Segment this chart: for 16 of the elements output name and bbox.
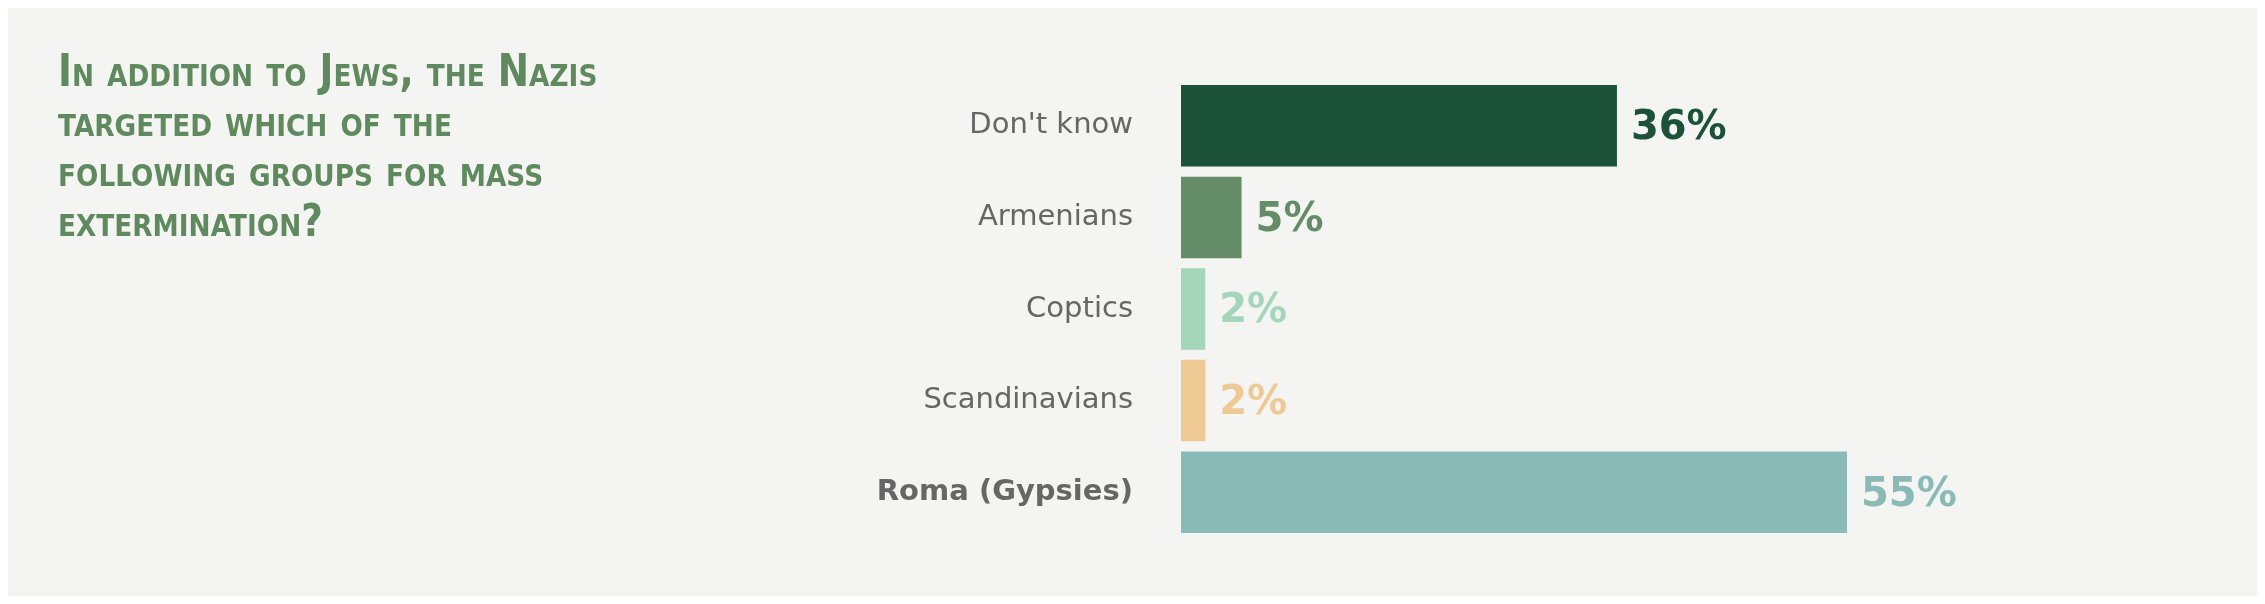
y-tick-label: Coptics [1026, 289, 1133, 324]
data-label: 2% [1219, 376, 1288, 423]
data-label: 2% [1219, 285, 1288, 332]
text: In addition to Jews, the Nazis targeted which of the following groups for mass extermination? [58, 45, 599, 246]
bar [1181, 451, 1847, 533]
y-tick-label: Roma (Gypsies) [876, 472, 1133, 507]
data-label: 5% [1255, 193, 1324, 240]
y-tick-label: Don't know [969, 106, 1133, 141]
bar [1181, 268, 1206, 350]
bar [1181, 85, 1617, 167]
bar [1181, 359, 1206, 442]
bar [1181, 176, 1242, 259]
y-tick-label: Armenians [977, 197, 1133, 232]
y-tick-label: Scandinavians [923, 381, 1133, 416]
data-label: 55% [1861, 468, 1957, 515]
data-label: 36% [1630, 102, 1727, 149]
